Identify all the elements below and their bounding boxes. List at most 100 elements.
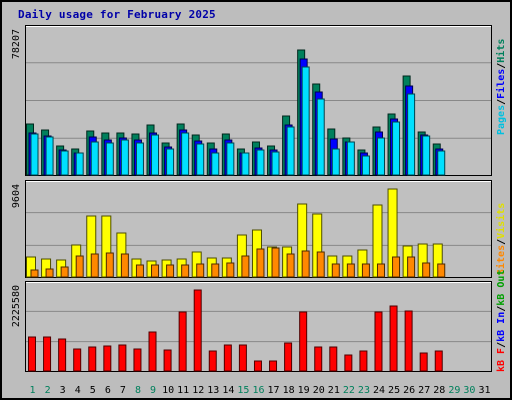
bar-pages <box>286 126 295 176</box>
day-label: 21 <box>328 385 340 396</box>
legend-visits-sites: Sites/Visits <box>495 203 507 275</box>
bar-sites <box>196 263 205 278</box>
y-max-label: 9604 <box>11 184 22 208</box>
day-label: 12 <box>192 385 204 396</box>
bar-kbytes <box>374 311 383 372</box>
day-label: 31 <box>478 385 490 396</box>
y-max-label: 2225580 <box>11 285 22 327</box>
bar-pages <box>151 134 160 176</box>
bar-kbytes <box>73 348 82 372</box>
bar-kbytes <box>193 289 202 372</box>
day-label: 11 <box>177 385 189 396</box>
bar-sites <box>331 263 340 278</box>
bar-sites <box>30 269 39 278</box>
day-label: 4 <box>75 385 81 396</box>
bar-pages <box>331 148 340 176</box>
bar-kbytes <box>404 310 413 372</box>
day-label: 8 <box>135 385 141 396</box>
bar-sites <box>135 264 144 278</box>
day-label: 28 <box>433 385 445 396</box>
bar-sites <box>346 263 355 278</box>
day-label: 23 <box>358 385 370 396</box>
bar-pages <box>422 135 431 176</box>
bar-sites <box>437 263 446 278</box>
bar-pages <box>256 149 265 176</box>
bar-sites <box>422 262 431 278</box>
day-label: 2 <box>45 385 51 396</box>
bar-sites <box>286 253 295 278</box>
bar-sites <box>392 256 401 278</box>
day-label: 20 <box>313 385 325 396</box>
bar-sites <box>376 263 385 278</box>
bar-kbytes <box>359 350 368 372</box>
bar-sites <box>75 255 84 278</box>
bar-pages <box>166 148 175 176</box>
day-label: 26 <box>403 385 415 396</box>
legend-kbin: kB In <box>496 312 507 342</box>
legend-kbout: kB Out <box>496 270 507 306</box>
panel-kbytes: 2225580 <box>11 281 492 372</box>
bar-pages <box>30 133 39 176</box>
day-label: 22 <box>343 385 355 396</box>
bar-pages <box>407 93 416 176</box>
day-label: 1 <box>30 385 36 396</box>
bar-pages <box>361 155 370 176</box>
bar-sites <box>60 266 69 278</box>
day-label: 17 <box>268 385 280 396</box>
bar-pages <box>392 121 401 176</box>
legend-pages: Pages <box>496 105 507 135</box>
bar-pages <box>45 136 54 176</box>
bar-sites <box>256 248 265 278</box>
legend-sep: / <box>496 342 507 348</box>
day-label: 13 <box>207 385 219 396</box>
bar-kbytes <box>314 346 323 372</box>
legend-kbytes: kB F/kB In/kB Out <box>496 270 507 372</box>
bar-sites <box>105 252 114 278</box>
bar-kbytes <box>103 345 112 372</box>
day-label: 29 <box>448 385 460 396</box>
bar-kbytes <box>28 336 36 372</box>
bar-sites <box>45 268 54 278</box>
day-label: 3 <box>60 385 66 396</box>
legend-hits-files-pages: Pages/Files/Hits <box>495 39 507 135</box>
bar-kbytes <box>344 354 353 372</box>
bar-sites <box>316 251 325 278</box>
bar-pages <box>90 141 99 176</box>
y-max-label: 78207 <box>11 29 22 59</box>
legend-hits: Hits <box>495 39 507 63</box>
bar-pages <box>75 152 84 176</box>
bar-pages <box>316 98 325 176</box>
bar-kbytes <box>434 350 443 372</box>
bar-pages <box>211 152 220 176</box>
day-label: 25 <box>388 385 400 396</box>
bar-kbytes <box>223 344 232 372</box>
bar-sites <box>120 253 129 278</box>
panel-background <box>25 281 492 372</box>
day-label: 19 <box>298 385 310 396</box>
bar-kbytes <box>208 350 217 372</box>
bar-pages <box>271 151 280 176</box>
bar-kbytes <box>178 311 187 372</box>
bar-sites <box>181 264 190 278</box>
bar-pages <box>226 142 235 176</box>
bar-kbytes <box>148 331 157 372</box>
bar-pages <box>105 142 114 176</box>
day-label: 10 <box>162 385 174 396</box>
bar-kbytes <box>299 311 308 372</box>
day-label: 6 <box>105 385 111 396</box>
legend-kbf: kB F <box>496 348 507 372</box>
bar-sites <box>166 264 175 278</box>
bar-pages <box>301 66 310 176</box>
bar-kbytes <box>389 305 398 372</box>
legend-sites: Sites <box>495 245 507 275</box>
bar-kbytes <box>329 346 338 372</box>
bar-kbytes <box>419 352 428 372</box>
bar-kbytes <box>133 348 142 372</box>
bar-sites <box>226 262 235 278</box>
chart-title: Daily usage for February 2025 <box>18 8 216 21</box>
bar-sites <box>151 264 160 278</box>
bar-kbytes <box>118 344 127 372</box>
bar-kbytes <box>43 336 52 372</box>
legend-sep: / <box>496 99 507 105</box>
